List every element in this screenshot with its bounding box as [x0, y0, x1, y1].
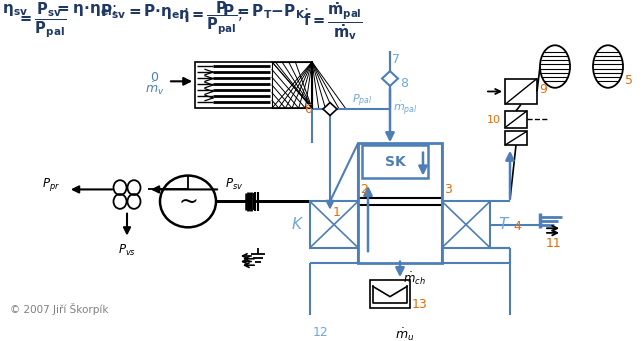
Text: 13: 13 [412, 298, 428, 311]
Bar [362, 145, 428, 178]
Text: $\dot{m}_{ch}$: $\dot{m}_{ch}$ [403, 271, 426, 287]
Text: $\mathbf{=\dfrac{P_{sv}}{P_{pal}}}$: $\mathbf{=\dfrac{P_{sv}}{P_{pal}}}$ [17, 0, 66, 40]
Text: 2: 2 [360, 183, 368, 196]
Text: T: T [498, 217, 507, 232]
Text: 12: 12 [313, 326, 329, 339]
Bar [505, 78, 537, 104]
Text: © 2007 Jiří Škorpík: © 2007 Jiří Škorpík [10, 303, 109, 315]
Text: $\mathbf{f{=}\dfrac{\dot{m}_{pal}}{\dot{m}_v}}$: $\mathbf{f{=}\dfrac{\dot{m}_{pal}}{\dot{… [303, 0, 363, 42]
Text: $\dot{m}_v$: $\dot{m}_v$ [145, 80, 165, 97]
Text: $\mathbf{\eta{=}\dfrac{P}{P_{pal}}}$;: $\mathbf{\eta{=}\dfrac{P}{P_{pal}}}$; [178, 0, 242, 37]
Text: $\mathbf{P_{sv}{=}P{\cdot}\eta_{el}}$;: $\mathbf{P_{sv}{=}P{\cdot}\eta_{el}}$; [100, 2, 188, 21]
Text: 6: 6 [304, 103, 312, 116]
Bar [370, 280, 410, 308]
Text: 10: 10 [487, 115, 501, 124]
Text: $\mathbf{\eta_{sv}}$: $\mathbf{\eta_{sv}}$ [2, 2, 28, 18]
Text: 9: 9 [539, 83, 547, 96]
Text: 7: 7 [392, 53, 400, 66]
Text: K: K [292, 217, 302, 232]
Text: $\dot{m}_u$: $\dot{m}_u$ [395, 326, 415, 341]
Text: $P_{vs}$: $P_{vs}$ [118, 243, 136, 258]
Text: $\mathbf{=\eta{\cdot}\eta_{el}}$;: $\mathbf{=\eta{\cdot}\eta_{el}}$; [54, 2, 117, 18]
Text: $P_{sv}$: $P_{sv}$ [225, 177, 243, 192]
Text: 11: 11 [546, 237, 562, 251]
Text: ~: ~ [178, 190, 198, 213]
Text: 1: 1 [333, 206, 341, 219]
Bar [310, 202, 358, 248]
Bar [442, 202, 490, 248]
Text: SK: SK [385, 155, 405, 169]
Text: 8: 8 [400, 77, 408, 90]
Bar [505, 131, 527, 145]
Bar [358, 143, 442, 263]
Text: 3: 3 [444, 183, 452, 196]
Text: $\mathbf{P{=}P_T{-}P_K}$;: $\mathbf{P{=}P_T{-}P_K}$; [222, 2, 309, 20]
Text: 5: 5 [625, 74, 633, 87]
Text: $P_{pal}$: $P_{pal}$ [352, 92, 372, 109]
Bar [505, 111, 527, 128]
Text: $\dot{m}_{pal}$: $\dot{m}_{pal}$ [393, 100, 418, 118]
Text: $0$: $0$ [150, 71, 159, 84]
Text: $P_{pr}$: $P_{pr}$ [42, 176, 60, 193]
Bar [195, 62, 312, 108]
Text: 4: 4 [513, 220, 521, 233]
Polygon shape [382, 71, 398, 86]
Polygon shape [323, 103, 337, 116]
Bar [272, 62, 312, 108]
